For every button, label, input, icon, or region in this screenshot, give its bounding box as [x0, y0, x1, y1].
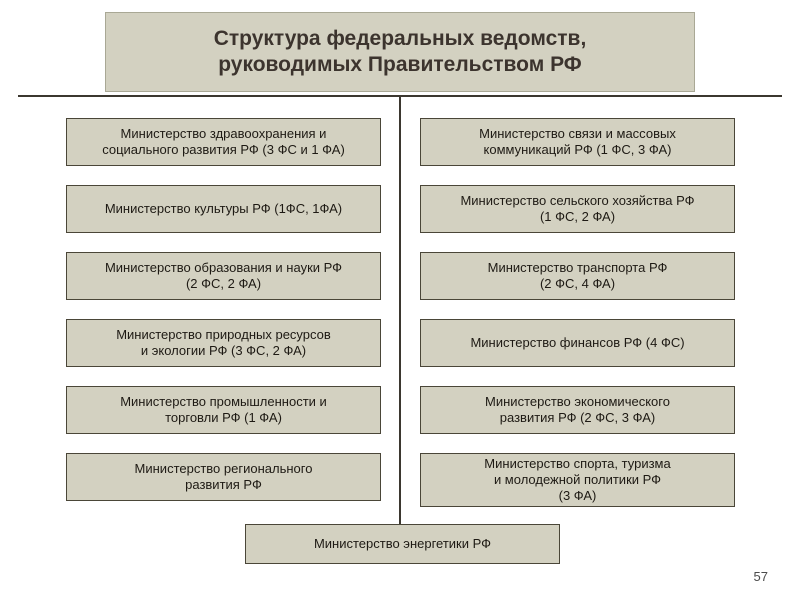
box-line: (3 ФА): [559, 488, 597, 503]
box-line: Министерство промышленности и: [120, 394, 327, 409]
box-line: Министерство сельского хозяйства РФ: [460, 193, 694, 208]
box-line: развития РФ (2 ФС, 3 ФА): [500, 410, 655, 425]
box-line: Министерство природных ресурсов: [116, 327, 331, 342]
title-text: Структура федеральных ведомств, руководи…: [214, 26, 587, 79]
ministry-box-right-5: Министерство спорта, туризмаи молодежной…: [420, 453, 735, 507]
box-line: Министерство образования и науки РФ: [105, 260, 342, 275]
box-line: Министерство экономического: [485, 394, 670, 409]
ministry-box-right-3: Министерство финансов РФ (4 ФС): [420, 319, 735, 367]
ministry-box-left-4: Министерство промышленности иторговли РФ…: [66, 386, 381, 434]
title-line-2: руководимых Правительством РФ: [218, 53, 582, 76]
page-number: 57: [754, 569, 768, 584]
box-line: Министерство здравоохранения и: [121, 126, 327, 141]
box-line: Министерство финансов РФ (4 ФС): [470, 335, 684, 350]
box-line: торговли РФ (1 ФА): [165, 410, 282, 425]
box-line: Министерство спорта, туризма: [484, 456, 670, 471]
ministry-box-left-3: Министерство природных ресурсови экологи…: [66, 319, 381, 367]
box-line: Министерство культуры РФ (1ФС, 1ФА): [105, 201, 342, 216]
ministry-box-left-1: Министерство культуры РФ (1ФС, 1ФА): [66, 185, 381, 233]
box-line: Министерство связи и массовых: [479, 126, 676, 141]
box-line: развития РФ: [185, 477, 262, 492]
ministry-box-left-2: Министерство образования и науки РФ(2 ФС…: [66, 252, 381, 300]
box-line: Министерство энергетики РФ: [314, 536, 491, 551]
ministry-box-right-1: Министерство сельского хозяйства РФ(1 ФС…: [420, 185, 735, 233]
ministry-box-left-0: Министерство здравоохранения исоциальног…: [66, 118, 381, 166]
box-line: коммуникаций РФ (1 ФС, 3 ФА): [484, 142, 672, 157]
chart-title: Структура федеральных ведомств, руководи…: [105, 12, 695, 92]
ministry-box-bottom: Министерство энергетики РФ: [245, 524, 560, 564]
box-line: Министерство транспорта РФ: [488, 260, 668, 275]
ministry-box-right-0: Министерство связи и массовыхкоммуникаци…: [420, 118, 735, 166]
box-line: социального развития РФ (3 ФС и 1 ФА): [102, 142, 345, 157]
box-line: (2 ФС, 4 ФА): [540, 276, 615, 291]
ministry-box-right-2: Министерство транспорта РФ(2 ФС, 4 ФА): [420, 252, 735, 300]
box-line: (1 ФС, 2 ФА): [540, 209, 615, 224]
ministry-box-left-5: Министерство региональногоразвития РФ: [66, 453, 381, 501]
box-line: Министерство регионального: [135, 461, 313, 476]
title-line-1: Структура федеральных ведомств,: [214, 27, 587, 50]
ministry-box-right-4: Министерство экономическогоразвития РФ (…: [420, 386, 735, 434]
box-line: (2 ФС, 2 ФА): [186, 276, 261, 291]
box-line: и молодежной политики РФ: [494, 472, 661, 487]
box-line: и экологии РФ (3 ФС, 2 ФА): [141, 343, 306, 358]
vertical-stem: [399, 95, 401, 541]
